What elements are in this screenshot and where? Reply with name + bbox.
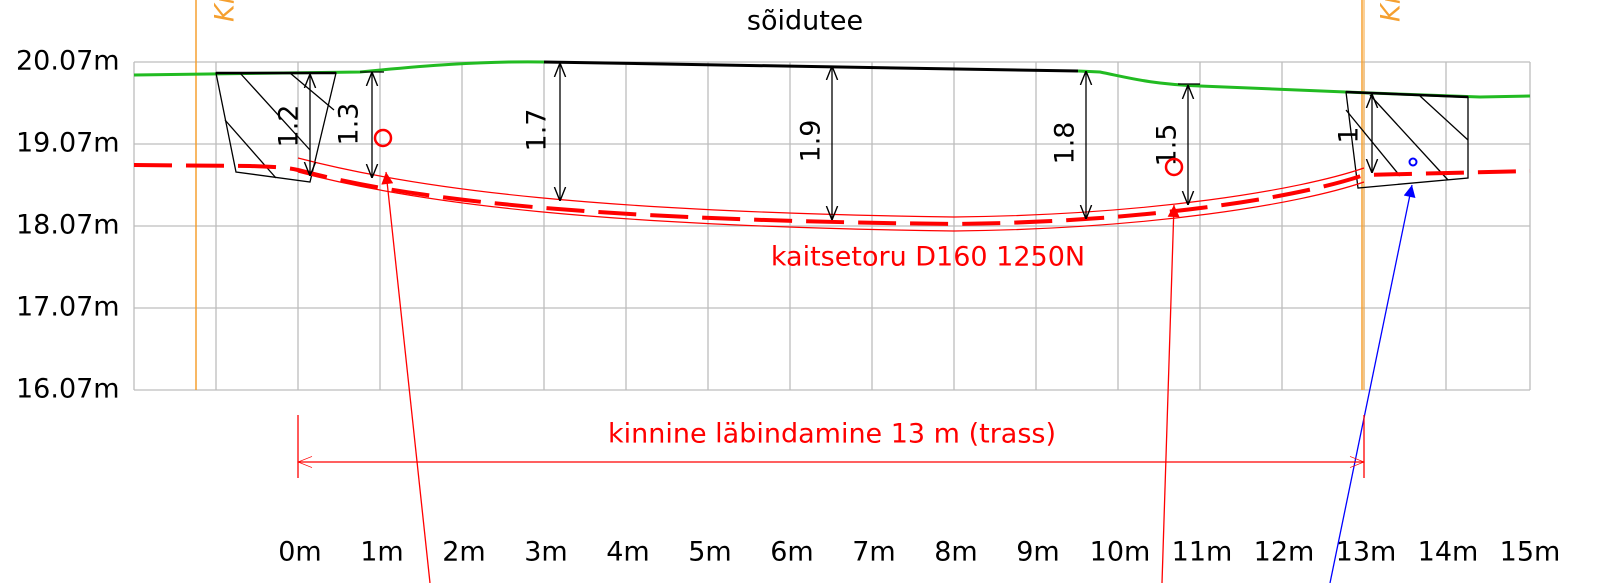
x-label: 14m (1418, 537, 1479, 568)
x-label: 6m (770, 537, 813, 568)
pipe-edge (297, 171, 1365, 232)
x-labels: 0m 1m 2m 3m 4m 5m 6m 7m 8m 9m 10m 11m 12m 13m 14m 15m (278, 537, 1560, 568)
depth-label: 1.2 (274, 105, 305, 148)
marker-circle (373, 128, 393, 148)
x-label: 11m (1172, 537, 1233, 568)
x-label: 3m (524, 537, 567, 568)
leader-arrow (1161, 204, 1180, 583)
depth-label: 1.7 (522, 109, 553, 152)
leader-arrow (1329, 184, 1416, 583)
pit-right (1345, 90, 1469, 189)
x-label: 1m (360, 537, 403, 568)
dimension (297, 415, 1365, 478)
road-surface (543, 60, 1079, 73)
title: sõidutee (747, 6, 863, 37)
dimension-label: kinnine läbindamine 13 m (trass) (608, 419, 1056, 450)
x-label: 10m (1090, 537, 1151, 568)
pipe-label: kaitsetoru D160 1250N (771, 242, 1085, 273)
boundary-label: Kin (210, 0, 241, 22)
grid (133, 61, 1531, 391)
x-label: 7m (852, 537, 895, 568)
x-label: 2m (442, 537, 485, 568)
pipe-axis (133, 163, 1531, 227)
y-label: 16.07m (16, 374, 120, 405)
x-label: 0m (278, 537, 321, 568)
y-label: 17.07m (16, 292, 120, 323)
y-label: 18.07m (16, 210, 120, 241)
y-label: 20.07m (16, 46, 120, 77)
x-label: 5m (688, 537, 731, 568)
depth-label: 1 (1334, 126, 1365, 143)
x-label: 15m (1500, 537, 1561, 568)
x-label: 9m (1016, 537, 1059, 568)
y-label: 19.07m (16, 128, 120, 159)
x-label: 4m (606, 537, 649, 568)
depth-label: 1.8 (1050, 122, 1081, 165)
y-labels: 20.07m 19.07m 18.07m 17.07m 16.07m (16, 46, 120, 405)
boundary-label: Kin (1376, 0, 1407, 22)
x-label: 12m (1254, 537, 1315, 568)
x-label: 8m (934, 537, 977, 568)
x-label: 13m (1336, 537, 1397, 568)
leader-arrow (381, 171, 431, 583)
depth-label: 1.9 (796, 120, 827, 163)
depth-label: 1.3 (334, 103, 365, 146)
ground-line (133, 60, 545, 77)
marker-circle (1164, 157, 1184, 177)
marker-circle (1408, 157, 1418, 167)
ground-line (1077, 69, 1531, 99)
pipe-edge (297, 157, 1365, 218)
depth-arrows (310, 63, 1372, 220)
